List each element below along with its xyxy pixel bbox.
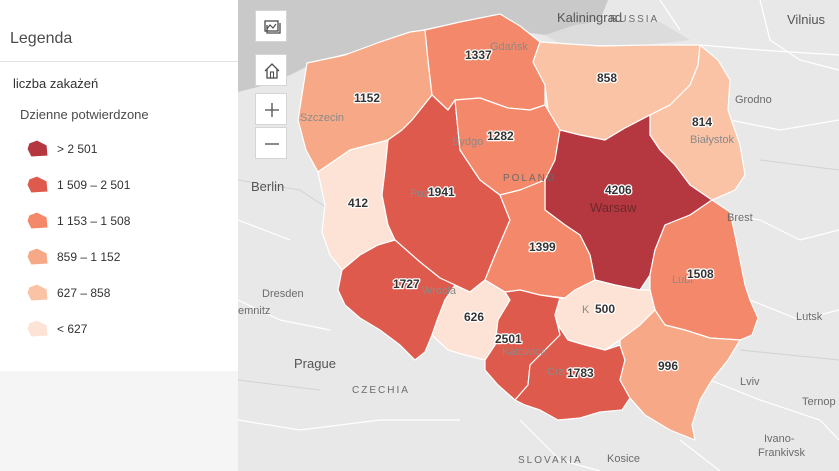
count-label-slaskie: 2501 <box>495 332 522 346</box>
country-label-slovakia: SLOVAKIA <box>518 455 583 466</box>
count-label-malopolskie: 1783 <box>567 366 594 380</box>
map-canvas[interactable]: Kaliningrad RUSSIA Vilnius Grodno Berlin… <box>238 0 839 471</box>
legend-divider <box>0 61 238 62</box>
city-label-gdansk: Gdańsk <box>490 41 528 53</box>
legend-card: Legenda liczba zakażeń Dzienne potwierdz… <box>0 0 238 371</box>
kaliningrad-region <box>545 20 690 45</box>
country-label-czechia: CZECHIA <box>352 385 410 396</box>
legend-label-2: 1 509 – 2 501 <box>57 178 131 192</box>
city-label-dresden: Dresden <box>262 288 304 300</box>
zoom-out-button[interactable] <box>255 127 287 159</box>
legend-swatch-2 <box>27 176 49 194</box>
count-label-opolskie: 626 <box>464 310 484 324</box>
legend-label-6: < 627 <box>57 322 88 336</box>
city-label-ivano: Ivano- <box>764 433 795 445</box>
home-button[interactable] <box>255 54 287 86</box>
legend-field-title: Dzienne potwierdzone <box>20 107 149 122</box>
legend-label-1: > 2 501 <box>57 142 98 156</box>
legend-panel: Legenda liczba zakażeń Dzienne potwierdz… <box>0 0 239 471</box>
count-label-lodzkie: 1399 <box>529 240 556 254</box>
legend-swatch-4 <box>27 248 49 266</box>
basemap-roads <box>238 159 839 391</box>
basemap-gallery-icon <box>264 20 281 34</box>
city-label-lublin: Lubl <box>672 274 693 286</box>
count-label-swietokrzyskie: 500 <box>595 302 615 316</box>
city-label-bialystok: Białystok <box>690 134 735 146</box>
city-label-krakow: Cra <box>547 366 566 378</box>
city-label-bydgoszcz: Bydgo <box>452 136 483 148</box>
home-icon <box>264 63 280 79</box>
city-label-lutsk: Lutsk <box>796 311 823 323</box>
legend-label-5: 627 – 858 <box>57 286 111 300</box>
count-label-podkarpackie: 996 <box>658 359 678 373</box>
city-label-berlin: Berlin <box>251 179 284 194</box>
region-podkarpackie[interactable] <box>619 309 741 441</box>
city-label-brest: Brest <box>727 212 753 224</box>
city-label-szczecin: Szczecin <box>300 112 344 124</box>
basemap-labels: Kaliningrad RUSSIA Vilnius Grodno Berlin… <box>238 10 836 466</box>
city-label-prague: Prague <box>294 356 336 371</box>
city-label-kielce: K <box>582 304 590 316</box>
basemap-gallery-button[interactable] <box>255 10 287 42</box>
count-label-zachodniopomorskie: 1152 <box>354 91 380 105</box>
city-label-wroclaw: Wrocła <box>422 285 457 297</box>
count-label-warminsko-mazurskie: 858 <box>597 71 617 85</box>
city-label-katowice: Katowice <box>502 346 547 358</box>
region-count-labels: 1152 1337 858 814 412 1941 1282 4206 139… <box>347 47 716 382</box>
legend-swatch-5 <box>27 284 49 302</box>
city-label-vilnius: Vilnius <box>787 12 826 27</box>
city-label-poznan: Pozn <box>410 188 435 200</box>
count-label-dolnoslaskie: 1727 <box>393 277 420 291</box>
count-label-mazowieckie: 4206 <box>605 183 632 197</box>
count-label-wielkopolskie: 1941 <box>428 185 455 199</box>
map-view[interactable]: Kaliningrad RUSSIA Vilnius Grodno Berlin… <box>238 0 839 471</box>
legend-swatch-6 <box>27 320 49 338</box>
legend-label-3: 1 153 – 1 508 <box>57 214 131 228</box>
legend-swatch-1 <box>27 140 49 158</box>
country-label-russia: RUSSIA <box>610 14 659 25</box>
city-label-grodno: Grodno <box>735 94 772 106</box>
count-label-lubuskie: 412 <box>348 196 368 210</box>
count-label-pomorskie: 1337 <box>465 48 492 62</box>
minus-icon <box>265 143 279 145</box>
city-label-ternopil: Ternop <box>802 396 836 408</box>
legend-label-4: 859 – 1 152 <box>57 250 121 264</box>
count-label-kujawsko-pomorskie: 1282 <box>487 129 514 143</box>
city-label-kosice: Kosice <box>607 453 640 465</box>
plus-icon <box>265 103 279 117</box>
country-label-poland: POLAND <box>503 173 556 184</box>
legend-title: Legenda <box>10 30 73 47</box>
city-label-warsaw: Warsaw <box>590 200 637 215</box>
legend-layer-title: liczba zakażeń <box>13 76 99 91</box>
voivodeships-layer[interactable] <box>297 13 759 441</box>
city-label-kaliningrad: Kaliningrad <box>557 10 622 25</box>
city-label-frankivsk: Frankivsk <box>758 447 806 459</box>
count-label-podlaskie: 814 <box>692 115 712 129</box>
count-label-lubelskie: 1508 <box>687 267 714 281</box>
city-label-chemnitz: emnitz <box>238 305 270 317</box>
zoom-in-button[interactable] <box>255 93 287 125</box>
legend-swatch-3 <box>27 212 49 230</box>
city-label-lviv: Lviv <box>740 376 760 388</box>
